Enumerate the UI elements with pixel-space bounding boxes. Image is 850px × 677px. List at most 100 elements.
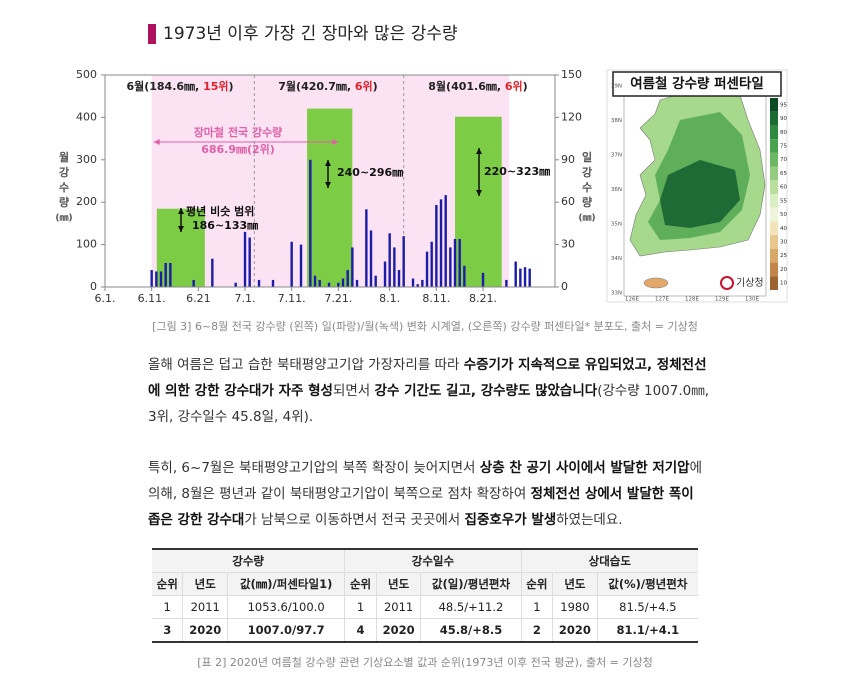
x-tick-label: 7.21.: [324, 292, 352, 305]
colorbar-label: 70: [780, 157, 787, 163]
daily-bar: [481, 272, 485, 287]
text-segment: 하였는데요.: [556, 512, 623, 528]
daily-bar: [318, 279, 321, 287]
text-segment: 정체전선 상에서 발달한 폭이 좁은 강한 강수대: [148, 486, 694, 528]
table-caption: [표 2] 2020년 여름철 강수량 관련 기상요소별 값과 순위(1973년…: [197, 656, 653, 669]
month-label-part: 7월(420.7㎜,: [278, 79, 355, 93]
table-cell: 2011: [182, 595, 228, 619]
y2-tick-label: 150: [561, 68, 582, 81]
lat-label: 33N: [611, 291, 622, 297]
daily-bar: [299, 244, 303, 287]
table-cell: 2020: [375, 618, 421, 643]
y-axis-label: (㎜): [55, 214, 72, 224]
y-tick-label: 400: [76, 110, 97, 123]
y2-axis-label: (㎜): [578, 214, 595, 224]
map-title-box: [612, 71, 782, 97]
colorbar-label: 30: [780, 240, 787, 246]
month-label: 7월(420.7㎜, 6위): [278, 79, 377, 93]
group-header: 강수일수: [344, 548, 522, 573]
daily-bar: [192, 279, 195, 287]
daily-bar: [416, 284, 419, 287]
x-tick-label: 6.11.: [138, 292, 166, 305]
annotation: 186~133㎜: [192, 219, 258, 232]
daily-bar: [453, 238, 457, 287]
colorbar-label: 65: [780, 171, 787, 177]
colorbar-swatch: [770, 139, 778, 153]
text-segment: (강수량 1007.0㎜, 3위, 강수일수 45.8일, 4위).: [148, 383, 710, 425]
daily-bar: [346, 270, 349, 287]
y-tick-label: 100: [76, 238, 97, 251]
column-header: 순위: [152, 572, 183, 596]
daily-bar: [383, 261, 387, 287]
colorbar-swatch: [770, 194, 778, 208]
table-cell: 81.1/+4.1: [596, 618, 698, 643]
table-cell: 1: [520, 595, 553, 619]
lon-label: 126E: [625, 297, 639, 303]
text-segment: 집중호우가 발생: [464, 512, 557, 528]
daily-bar: [211, 258, 214, 287]
daily-bar: [169, 262, 172, 287]
table-cell: 1: [344, 595, 377, 619]
daily-bar: [155, 271, 158, 287]
table-cell: 3: [152, 618, 183, 643]
annotation: 240~296㎜: [337, 166, 403, 179]
y-axis-label: 량: [59, 196, 69, 209]
daily-bar: [393, 247, 396, 287]
data-table: 강수량 강수일수 상대습도 순위 년도 값(㎜)/퍼센타일1) 순위 년도 값(일)/평년편차 순…: [152, 548, 698, 643]
colorbar-label: 55: [780, 198, 787, 204]
lon-label: 129E: [715, 297, 729, 303]
daily-bar: [523, 267, 527, 287]
colorbar-label: 95: [780, 102, 787, 108]
daily-bar: [234, 282, 237, 287]
month-label-part: ): [229, 80, 234, 93]
daily-bar: [411, 278, 415, 287]
table-cell: 1053.6/100.0: [226, 595, 345, 619]
daily-bar: [159, 271, 163, 287]
y2-tick-label: 120: [561, 110, 582, 123]
column-header: 값(㎜)/퍼센타일1): [226, 572, 345, 596]
daily-bar: [309, 159, 312, 287]
x-tick-label: 8.1.: [379, 292, 400, 305]
daily-bar: [351, 247, 354, 287]
arrow-head: [476, 148, 482, 196]
x-tick-label: 6.21: [186, 292, 211, 305]
colorbar-swatch: [770, 207, 778, 222]
logo-text: 기상청: [736, 277, 764, 289]
text-segment: 수증기가 지속적으로 유입되었고, 정체전선에 의한 강한 강수대가 자주 형성: [148, 357, 707, 399]
lat-label: 34N: [611, 256, 622, 262]
header-row: 강수량 강수일수 상대습도: [152, 548, 698, 573]
lon-label: 128E: [685, 297, 699, 303]
lon-label: 130E: [745, 297, 759, 303]
colorbar-label: 40: [780, 226, 787, 232]
y-axis-label: 월: [59, 150, 69, 164]
section-title: 1973년 이후 가장 긴 장마와 많은 강수량: [163, 24, 458, 44]
daily-bar: [257, 279, 261, 287]
plot-frame: [104, 74, 556, 288]
x-tick-label: 6.1.: [95, 292, 116, 305]
table-row: 3 2020 1007.0/97.7 4 2020 45.8/+8.5 2 2020 81.1/…: [152, 618, 698, 643]
colorbar-label: 25: [780, 253, 787, 259]
table-cell: 1980: [552, 595, 598, 619]
y2-tick-label: 60: [561, 195, 575, 208]
annotation: 686.9㎜(2위): [201, 143, 275, 156]
table-cell: 1: [152, 595, 183, 619]
text-segment: 에 의해, 8월은 평년과 같이 북태평양고기압이 북쪽으로 점차 확장하여: [148, 460, 703, 502]
table-cell: 48.5/+11.2: [420, 595, 522, 619]
arrow-head: [178, 208, 184, 232]
text-segment: 상층 찬 공기 사이에서 발달한 저기압: [479, 460, 690, 476]
daily-bar: [355, 279, 359, 287]
lat-label: 36N: [611, 187, 622, 193]
monthly-bar: [307, 108, 353, 287]
daily-bar: [439, 199, 443, 287]
y2-axis-label: 수: [582, 181, 592, 194]
daily-bar: [402, 236, 405, 287]
column-header: 값(일)/평년편차: [420, 572, 522, 596]
colorbar-label: 20: [780, 267, 787, 273]
column-header: 순위: [344, 572, 377, 596]
text-segment: 가 남북으로 이동하면서 전국 곳곳에서: [244, 512, 465, 528]
table-cell: 45.8/+8.5: [420, 618, 522, 643]
annotation: 장마철 전국 강수량: [194, 125, 283, 139]
y2-axis-label: 량: [582, 196, 592, 209]
colorbar-swatch: [770, 180, 778, 194]
